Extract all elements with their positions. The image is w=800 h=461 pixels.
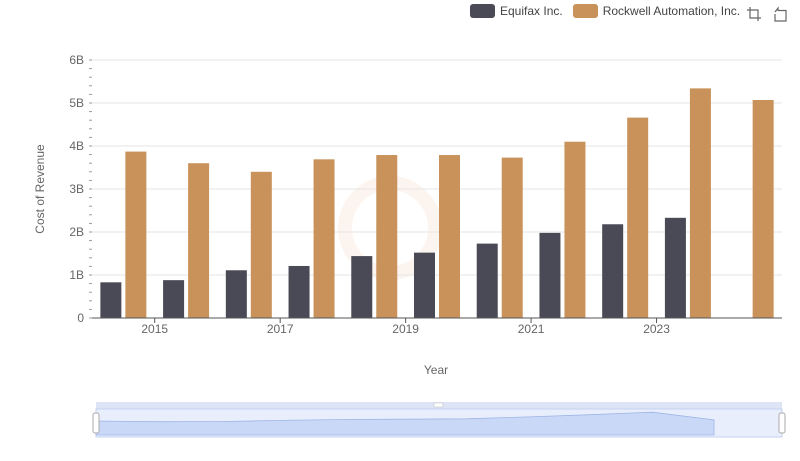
- bar-rockwell-2015[interactable]: [188, 163, 210, 318]
- y-tick-label: 4B: [69, 139, 84, 153]
- bar-equifax-2018[interactable]: [351, 256, 373, 318]
- bar-rockwell-2021[interactable]: [564, 141, 586, 318]
- legend-item-rockwell[interactable]: Rockwell Automation, Inc.: [572, 4, 741, 18]
- slider-move-handle[interactable]: [433, 402, 444, 408]
- bar-rockwell-2016[interactable]: [250, 171, 272, 318]
- x-tick-label: 2017: [267, 322, 294, 336]
- bar-rockwell-2017[interactable]: [313, 159, 335, 318]
- bar-equifax-2021[interactable]: [539, 232, 561, 318]
- bar-equifax-2019[interactable]: [414, 252, 435, 318]
- x-tick-label: 2015: [141, 322, 168, 336]
- y-tick-label: 5B: [69, 96, 84, 110]
- bar-equifax-2022[interactable]: [602, 224, 624, 318]
- bar-equifax-2020[interactable]: [476, 243, 498, 318]
- y-tick-label: 2B: [69, 225, 84, 239]
- legend-item-equifax[interactable]: Equifax Inc.: [470, 4, 563, 18]
- slider-area-preview: [95, 411, 715, 436]
- legend-swatch-equifax: [470, 4, 495, 18]
- data-zoom-icon[interactable]: [746, 6, 762, 22]
- x-tick-label: 2023: [643, 322, 670, 336]
- bar-rockwell-2022[interactable]: [627, 117, 649, 319]
- legend-label-equifax: Equifax Inc.: [500, 4, 563, 18]
- bar-rockwell-2024[interactable]: [752, 99, 774, 319]
- data-zoom-slider[interactable]: [92, 402, 786, 438]
- bar-equifax-2016[interactable]: [225, 270, 247, 318]
- legend: Equifax Inc. Rockwell Automation, Inc.: [470, 4, 740, 18]
- slider-left-handle[interactable]: [92, 412, 100, 434]
- y-tick-label: 0: [77, 311, 84, 325]
- bar-equifax-2017[interactable]: [288, 265, 310, 318]
- bar-rockwell-2020[interactable]: [501, 157, 523, 318]
- bar-equifax-2014[interactable]: [100, 282, 122, 318]
- restore-icon[interactable]: [772, 6, 788, 22]
- y-axis-label: Cost of Revenue: [33, 144, 47, 234]
- bar-rockwell-2014[interactable]: [125, 151, 147, 318]
- x-tick-label: 2021: [518, 322, 545, 336]
- x-axis-label: Year: [424, 363, 448, 377]
- y-tick-label: 1B: [69, 268, 84, 282]
- bar-equifax-2023[interactable]: [664, 217, 686, 318]
- slider-right-handle[interactable]: [778, 412, 786, 434]
- bar-rockwell-2018[interactable]: [376, 155, 398, 318]
- bar-rockwell-2023[interactable]: [689, 88, 711, 318]
- bar-rockwell-2019[interactable]: [439, 155, 460, 318]
- y-tick-label: 3B: [69, 182, 84, 196]
- legend-swatch-rockwell: [572, 4, 598, 18]
- x-tick-label: 2019: [392, 322, 419, 336]
- bar-equifax-2015[interactable]: [163, 280, 185, 318]
- legend-label-rockwell: Rockwell Automation, Inc.: [602, 4, 741, 18]
- y-tick-label: 6B: [69, 53, 84, 67]
- toolbox: [746, 6, 788, 22]
